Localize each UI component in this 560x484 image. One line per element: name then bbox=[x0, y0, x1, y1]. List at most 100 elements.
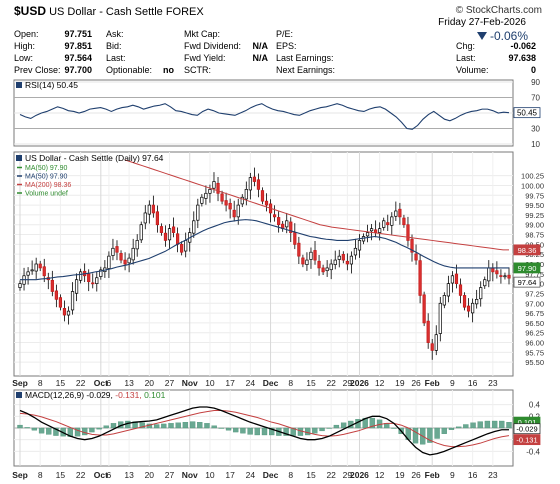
fwd-dividend-label: Fwd Dividend: bbox=[184, 41, 242, 51]
macd-histogram-bar bbox=[53, 427, 59, 436]
x-axis-label: Dec bbox=[263, 378, 279, 388]
candle-body bbox=[163, 232, 168, 241]
macd-histogram-bar bbox=[269, 427, 275, 436]
candle-body bbox=[95, 277, 99, 284]
candle-body bbox=[204, 192, 208, 199]
x-axis-label: 15 bbox=[306, 470, 316, 480]
x-axis-label: 29 bbox=[343, 470, 353, 480]
candle bbox=[450, 271, 455, 293]
macd-line bbox=[19, 406, 509, 456]
macd-histogram-bar bbox=[391, 427, 397, 429]
candle bbox=[426, 313, 430, 349]
candle bbox=[62, 300, 67, 322]
candle-body bbox=[374, 229, 378, 233]
candle-body bbox=[499, 275, 503, 277]
volume-label: Volume: bbox=[456, 65, 489, 75]
x-axis-label: 6 bbox=[107, 470, 112, 480]
macd-histogram-bar bbox=[139, 422, 145, 429]
candle bbox=[394, 201, 398, 221]
candle bbox=[66, 306, 71, 325]
candle bbox=[252, 167, 256, 187]
candle bbox=[220, 190, 224, 205]
candle-body bbox=[228, 202, 232, 210]
candle-body bbox=[91, 282, 95, 285]
candle-body bbox=[107, 255, 111, 269]
candle bbox=[475, 289, 479, 309]
x-axis-label: 16 bbox=[468, 378, 478, 388]
macd-histogram-bar bbox=[218, 427, 225, 429]
candle-body bbox=[487, 267, 491, 282]
candle-body bbox=[38, 263, 42, 269]
macd-histogram-bar bbox=[168, 423, 174, 429]
candle-body bbox=[147, 204, 151, 215]
x-axis-label: Sep bbox=[12, 378, 28, 388]
candle bbox=[333, 250, 337, 270]
x-axis-label: 19 bbox=[395, 378, 405, 388]
candle-body bbox=[321, 267, 325, 273]
macd-histogram-bar bbox=[455, 426, 462, 429]
price-tick-label: 98.75 bbox=[525, 231, 544, 240]
candle-body bbox=[264, 200, 269, 206]
candle bbox=[155, 205, 160, 233]
candle bbox=[309, 247, 313, 269]
macd-histogram-bar bbox=[340, 422, 347, 429]
candle-body bbox=[398, 208, 402, 218]
candle-body bbox=[382, 220, 386, 228]
price-legend-item: Volume undef bbox=[25, 191, 68, 198]
candle-body bbox=[171, 226, 176, 233]
candle-body bbox=[341, 254, 345, 261]
rsi-last-box bbox=[513, 107, 541, 119]
candle-body bbox=[466, 305, 471, 312]
candle-body bbox=[345, 260, 349, 265]
candle-body bbox=[176, 233, 180, 245]
candle-body bbox=[333, 259, 337, 265]
candle-body bbox=[462, 295, 467, 308]
macd-histogram-bar bbox=[283, 427, 289, 436]
price-last-box bbox=[513, 262, 541, 274]
macd-histogram-bar bbox=[369, 417, 376, 429]
candle-body bbox=[74, 279, 79, 294]
volume-value: 0 bbox=[530, 65, 536, 75]
candle bbox=[313, 241, 317, 265]
price-tick-label: 99.00 bbox=[525, 221, 544, 230]
rsi-line bbox=[19, 103, 510, 130]
x-axis-label: 10 bbox=[205, 470, 215, 480]
price-tick-label: 96.50 bbox=[525, 319, 544, 328]
high-label: High: bbox=[14, 41, 36, 51]
macd-histogram-bar bbox=[326, 427, 332, 429]
macd-histogram-bar bbox=[333, 424, 340, 429]
candle-body bbox=[131, 247, 135, 261]
candle bbox=[79, 268, 83, 284]
candle-body bbox=[317, 260, 321, 269]
x-axis-label: 19 bbox=[395, 470, 405, 480]
price-legend-item: MA(200) 98.36 bbox=[25, 182, 71, 189]
candle-body bbox=[357, 240, 362, 251]
candle-body bbox=[196, 204, 200, 221]
candle-body bbox=[301, 257, 305, 265]
candle-body bbox=[471, 302, 475, 314]
candle bbox=[357, 234, 362, 258]
candle bbox=[200, 194, 204, 207]
candle bbox=[410, 234, 414, 262]
candle bbox=[147, 200, 151, 224]
candle bbox=[260, 187, 265, 205]
candle-body bbox=[329, 263, 333, 271]
rsi-last-label: 50.45 bbox=[517, 109, 538, 118]
candle-body bbox=[135, 240, 139, 250]
candle-body bbox=[127, 257, 131, 264]
candle-body bbox=[454, 273, 459, 284]
low-label: Low: bbox=[14, 53, 34, 63]
candle bbox=[228, 198, 232, 219]
candle-body bbox=[438, 302, 442, 334]
x-axis-label: 6 bbox=[107, 378, 112, 388]
stockcharts-logo[interactable]: © StockCharts.com bbox=[455, 5, 542, 16]
candle bbox=[430, 339, 434, 360]
macd-histogram-bar bbox=[74, 427, 81, 437]
macd-last-box bbox=[513, 423, 541, 435]
macd-histogram-bar bbox=[312, 427, 318, 434]
macd-histogram-bar bbox=[161, 423, 167, 429]
x-axis-label: 8 bbox=[38, 378, 43, 388]
candle bbox=[305, 252, 309, 271]
